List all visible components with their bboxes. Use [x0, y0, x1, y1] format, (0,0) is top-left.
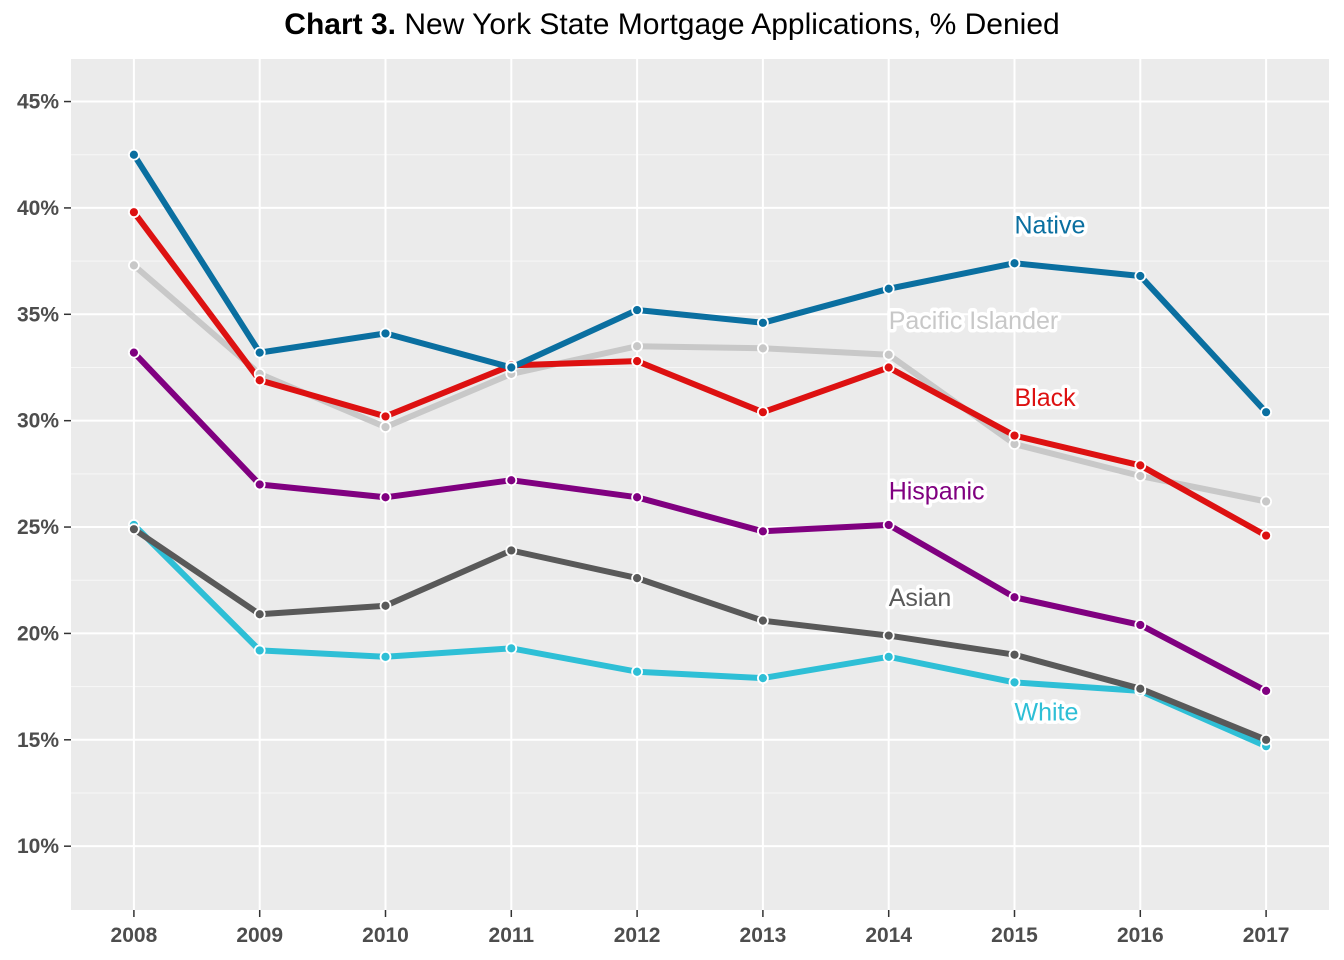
- data-point-hispanic: [1134, 619, 1147, 631]
- data-point-asian: [379, 599, 392, 612]
- y-tick-label: 30%: [17, 410, 59, 433]
- data-point-native: [757, 316, 769, 329]
- data-point-black: [379, 410, 392, 423]
- y-axis-labels: 10% 15% 20% 25% 30% 35% 40% 45%: [17, 91, 59, 859]
- data-point-asian: [1260, 733, 1272, 746]
- data-point-black: [882, 361, 895, 374]
- data-point-black: [127, 206, 140, 219]
- data-point-asian: [1008, 648, 1021, 661]
- y-tick-label: 40%: [17, 197, 59, 220]
- data-point-black: [631, 355, 643, 368]
- data-point-asian: [757, 614, 769, 627]
- data-point-asian: [253, 608, 266, 621]
- x-tick-label: 2009: [236, 924, 283, 947]
- data-point-white: [253, 644, 266, 657]
- data-point-pacific-islander: [1260, 495, 1272, 508]
- x-tick-label: 2008: [111, 924, 158, 947]
- data-point-hispanic: [1008, 591, 1021, 604]
- data-point-hispanic: [379, 491, 392, 504]
- data-point-black: [1260, 529, 1272, 542]
- data-point-native: [1134, 270, 1147, 282]
- data-point-asian: [882, 629, 895, 642]
- data-point-white: [757, 672, 769, 685]
- data-point-native: [127, 148, 140, 161]
- series-label-white: White: [1015, 699, 1079, 727]
- data-point-white: [631, 665, 643, 678]
- x-axis-labels: 2008 2009 2010 2011 2012 2013 2014 2015 2016 2017: [111, 924, 1290, 947]
- data-point-pacific-islander: [127, 259, 140, 272]
- chart-title-prefix: Chart 3.: [284, 8, 396, 41]
- y-tick-label: 25%: [17, 516, 59, 539]
- data-point-asian: [1134, 682, 1147, 695]
- data-point-hispanic: [127, 346, 140, 359]
- data-point-pacific-islander: [882, 348, 895, 361]
- data-point-hispanic: [631, 491, 643, 504]
- data-point-hispanic: [757, 525, 769, 538]
- chart-title: Chart 3. New York State Mortgage Applica…: [0, 8, 1344, 42]
- data-point-pacific-islander: [379, 421, 392, 433]
- series-labels: White Asian Hispanic Pacific Islander Black N…: [885, 208, 1089, 730]
- data-point-hispanic: [253, 478, 266, 491]
- data-point-native: [882, 282, 895, 295]
- series-line-white: [130, 521, 1270, 750]
- data-point-native: [505, 361, 518, 374]
- y-tick-label: 20%: [17, 622, 59, 645]
- y-tick-label: 45%: [17, 91, 59, 114]
- data-point-hispanic: [1260, 684, 1272, 697]
- series-line-black: [130, 209, 1270, 539]
- data-point-native: [379, 327, 392, 340]
- x-tick-label: 2012: [614, 924, 661, 947]
- series-line-native: [130, 151, 1270, 416]
- series-points: [127, 148, 1272, 753]
- x-tick-label: 2016: [1117, 924, 1164, 947]
- y-tick-label: 10%: [17, 835, 59, 858]
- y-tick-label: 35%: [17, 303, 59, 326]
- series-line-asian: [130, 526, 1270, 743]
- data-point-hispanic: [505, 474, 518, 487]
- chart-title-main: New York State Mortgage Applications, % …: [404, 8, 1060, 41]
- data-point-white: [1008, 676, 1021, 689]
- x-tick-label: 2017: [1243, 924, 1290, 947]
- data-point-hispanic: [882, 519, 895, 531]
- data-point-native: [1260, 406, 1272, 419]
- series-label-asian: Asian: [889, 584, 952, 612]
- data-point-black: [1134, 459, 1147, 472]
- data-point-black: [253, 374, 266, 387]
- data-point-asian: [631, 572, 643, 585]
- data-point-native: [253, 346, 266, 359]
- x-tick-label: 2010: [362, 924, 409, 947]
- axis-ticks: [64, 100, 1267, 917]
- y-tick-label: 15%: [17, 729, 59, 752]
- series-line-hispanic: [130, 349, 1270, 694]
- gridlines: [71, 59, 1329, 910]
- series-label-native: Native: [1015, 211, 1086, 239]
- x-tick-label: 2013: [740, 924, 787, 947]
- data-point-white: [379, 650, 392, 663]
- series-lines: [130, 151, 1270, 750]
- data-point-native: [1008, 257, 1021, 270]
- data-point-pacific-islander: [631, 340, 643, 353]
- data-point-white: [505, 642, 518, 655]
- x-tick-label: 2014: [865, 924, 912, 947]
- data-point-pacific-islander: [757, 342, 769, 355]
- data-point-black: [757, 406, 769, 419]
- data-point-white: [882, 650, 895, 663]
- x-tick-label: 2015: [991, 924, 1038, 947]
- data-point-pacific-islander: [1134, 470, 1147, 482]
- x-tick-label: 2011: [489, 924, 535, 947]
- data-point-asian: [505, 544, 518, 557]
- data-point-black: [1008, 429, 1021, 442]
- series-label-pacific-islander: Pacific Islander: [889, 307, 1059, 335]
- series-label-black: Black: [1015, 384, 1077, 412]
- series-label-hispanic: Hispanic: [889, 477, 985, 505]
- data-point-native: [631, 304, 643, 316]
- data-point-asian: [127, 523, 140, 536]
